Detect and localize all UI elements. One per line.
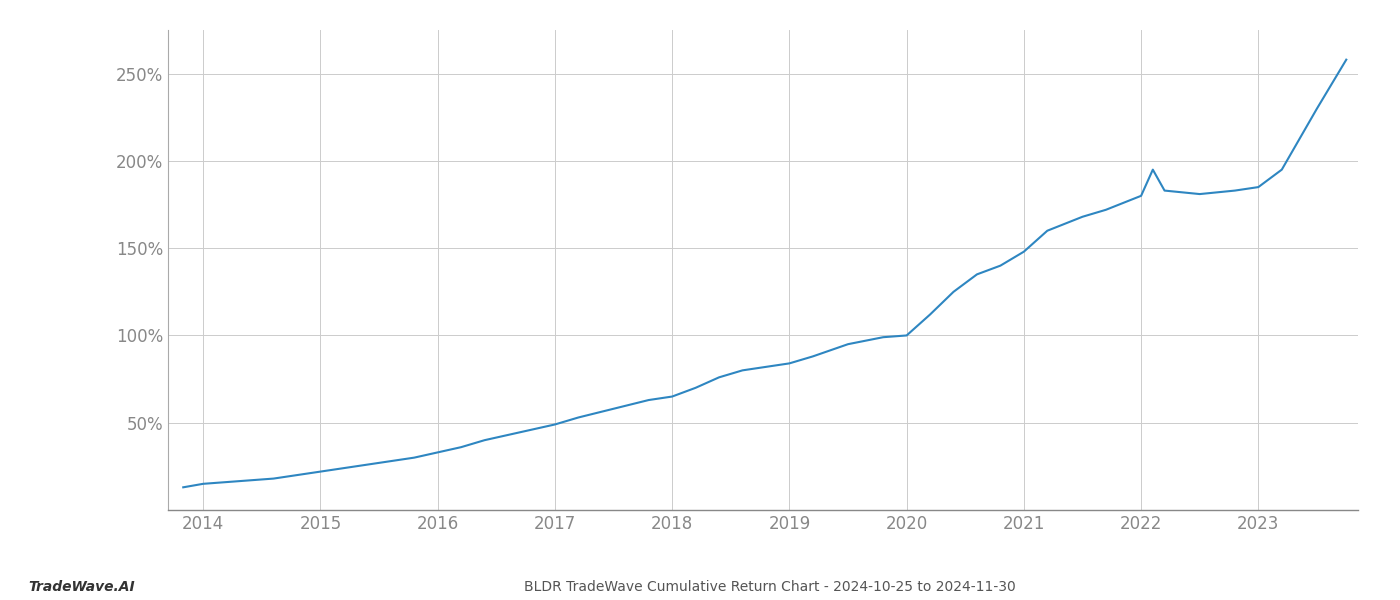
Text: TradeWave.AI: TradeWave.AI bbox=[28, 580, 134, 594]
Text: BLDR TradeWave Cumulative Return Chart - 2024-10-25 to 2024-11-30: BLDR TradeWave Cumulative Return Chart -… bbox=[524, 580, 1016, 594]
